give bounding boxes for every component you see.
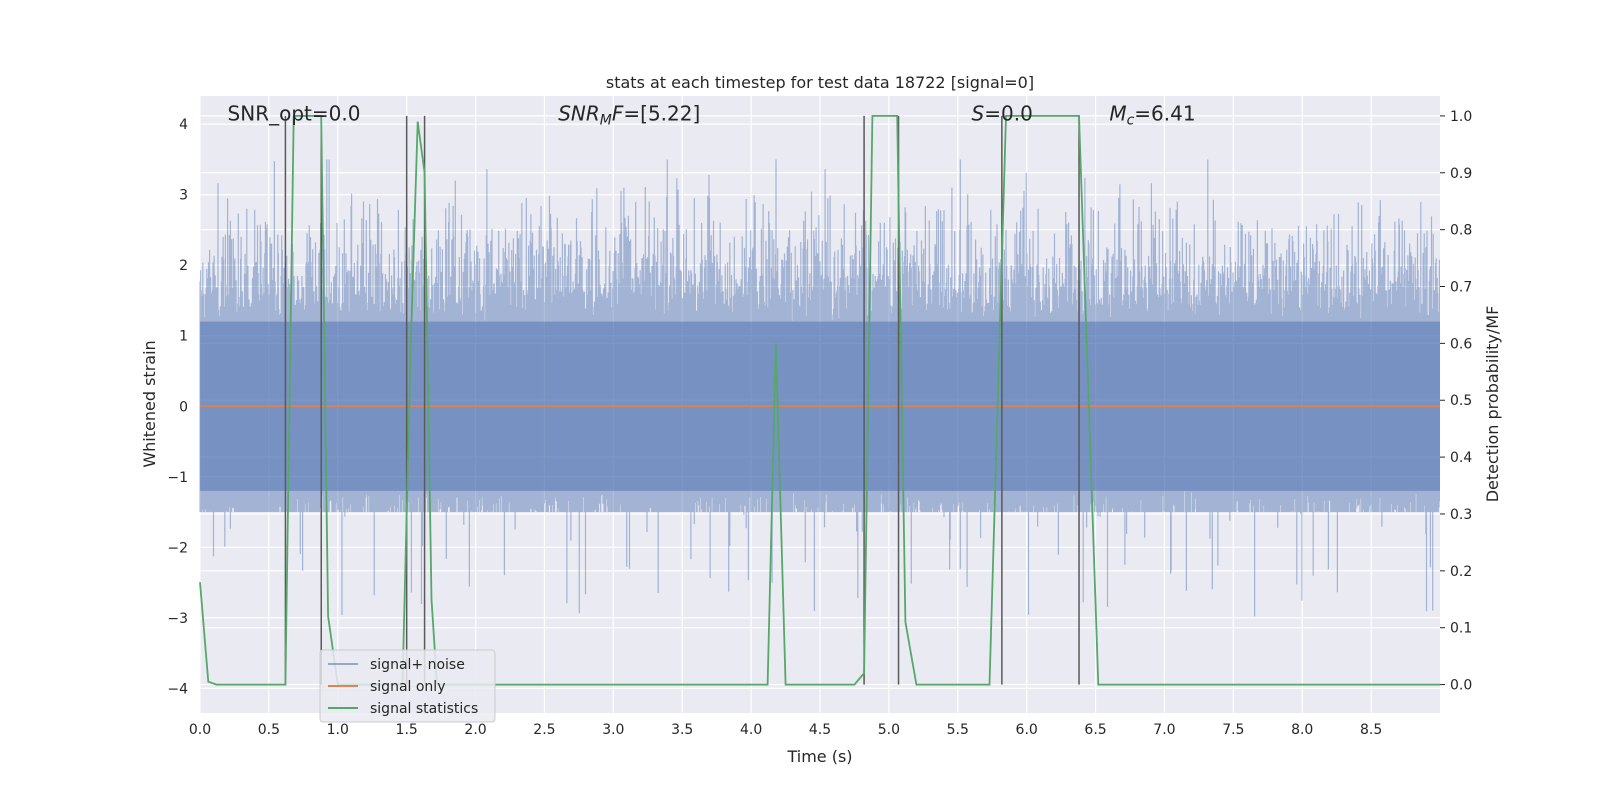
y-right-tick-label: 0.7	[1450, 280, 1472, 296]
y-tick-label: 2	[179, 258, 188, 274]
x-tick-label: 6.5	[1084, 722, 1106, 738]
y-tick-label: 4	[179, 117, 188, 133]
x-tick-label: 7.0	[1153, 722, 1175, 738]
x-tick-label: 6.0	[1016, 722, 1038, 738]
annotation-text: Mc=6.41	[1109, 102, 1195, 129]
y-right-tick-label: 0.4	[1450, 450, 1472, 466]
x-tick-label: 0.0	[189, 722, 211, 738]
x-tick-label: 4.0	[740, 722, 762, 738]
y-tick-label: 3	[179, 188, 188, 204]
legend-label-noise: signal+ noise	[370, 657, 465, 673]
x-tick-label: 4.5	[809, 722, 831, 738]
x-tick-label: 7.5	[1222, 722, 1244, 738]
x-axis-label: Time (s)	[786, 747, 852, 766]
series-signal-statistics	[199, 115, 1440, 686]
y-right-tick-label: 0.9	[1450, 166, 1472, 182]
x-tick-label: 8.0	[1291, 722, 1313, 738]
legend-label-stats: signal statistics	[370, 701, 478, 717]
y-axis-right-label: Detection probability/MF	[1483, 306, 1502, 503]
y-axis-right-ticks: 0.0 0.1 0.2 0.3 0.4 0.5 0.6 0.7 0.8 0.9 1.0	[1440, 109, 1472, 694]
y-tick-label: −2	[167, 540, 188, 556]
x-tick-label: 5.5	[947, 722, 969, 738]
x-tick-label: 5.0	[878, 722, 900, 738]
y-axis-label: Whitened strain	[140, 340, 159, 467]
x-tick-label: 2.0	[464, 722, 486, 738]
y-right-tick-label: 0.6	[1450, 336, 1472, 352]
legend-label-signal: signal only	[370, 679, 445, 695]
annotation-text: S=0.0	[972, 102, 1033, 126]
x-tick-label: 1.5	[396, 722, 418, 738]
x-tick-label: 2.5	[533, 722, 555, 738]
x-tick-label: 3.5	[671, 722, 693, 738]
x-tick-label: 8.5	[1360, 722, 1382, 738]
annotations: SNR_opt=0.0 SNRMF=[5.22] S=0.0 Mc=6.41	[228, 102, 1196, 129]
chart-title: stats at each timestep for test data 187…	[606, 73, 1034, 92]
annotation-text: SNRMF=[5.22]	[558, 102, 700, 129]
y-tick-label: −4	[167, 681, 188, 697]
y-right-tick-label: 0.2	[1450, 564, 1472, 580]
y-right-tick-label: 0.8	[1450, 223, 1472, 239]
y-axis-ticks: −4 −3 −2 −1 0 1 2 3 4	[167, 117, 188, 697]
y-tick-label: −1	[167, 470, 188, 486]
annotation-text: SNR_opt=0.0	[228, 102, 361, 126]
y-tick-label: 1	[179, 329, 188, 345]
x-axis-ticks: 0.0 0.5 1.0 1.5 2.0 2.5 3.0 3.5 4.0 4.5 5.0 5.5 6.0 6…	[189, 722, 1382, 738]
x-tick-label: 0.5	[258, 722, 280, 738]
y-right-tick-label: 0.0	[1450, 678, 1472, 694]
legend-box	[319, 649, 496, 723]
y-right-tick-label: 0.5	[1450, 393, 1472, 409]
y-right-tick-label: 1.0	[1450, 109, 1472, 125]
legend: signal+ noise signal only signal statist…	[319, 649, 496, 723]
y-right-tick-label: 0.3	[1450, 507, 1472, 523]
statistics-line	[199, 115, 1440, 686]
x-tick-label: 1.0	[327, 722, 349, 738]
y-right-tick-label: 0.1	[1450, 621, 1472, 637]
y-tick-label: −3	[167, 611, 188, 627]
x-tick-label: 3.0	[602, 722, 624, 738]
y-tick-label: 0	[179, 399, 188, 415]
